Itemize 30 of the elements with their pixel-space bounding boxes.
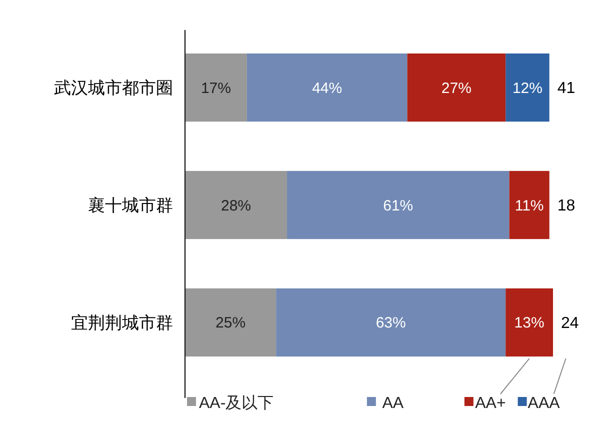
bar <box>287 170 510 240</box>
data-label: 61% <box>383 197 414 214</box>
bar <box>506 288 553 357</box>
data-label: 11% <box>514 197 544 214</box>
legend-label: AA <box>382 395 404 412</box>
y-tick-label: 武汉城市都市圈 <box>54 78 173 98</box>
text: 41 <box>557 80 576 98</box>
data-label: 13% <box>514 314 544 332</box>
bar <box>506 53 550 122</box>
data-label: 28% <box>220 197 252 214</box>
data-label: 44% <box>312 80 342 97</box>
bar <box>185 53 247 122</box>
bar <box>185 170 288 240</box>
bar <box>509 170 550 240</box>
bar <box>276 288 506 357</box>
legend-label: AA-及以下 <box>199 394 274 412</box>
legend-label: AA+ <box>475 395 506 412</box>
bar <box>185 288 276 357</box>
y-tick-label: 襄十城市群 <box>88 196 173 215</box>
y-tick-label: 宜荆荆城市群 <box>71 313 173 332</box>
data-label: 63% <box>376 314 406 332</box>
legend-label: AAA <box>528 395 560 412</box>
bar <box>246 53 408 122</box>
text: 24 <box>561 315 579 332</box>
data-label: 17% <box>200 80 231 97</box>
text: 18 <box>557 198 576 215</box>
data-label: 27% <box>441 80 472 97</box>
bar <box>407 53 506 122</box>
data-label: 25% <box>216 314 246 332</box>
data-label: 12% <box>512 80 543 97</box>
